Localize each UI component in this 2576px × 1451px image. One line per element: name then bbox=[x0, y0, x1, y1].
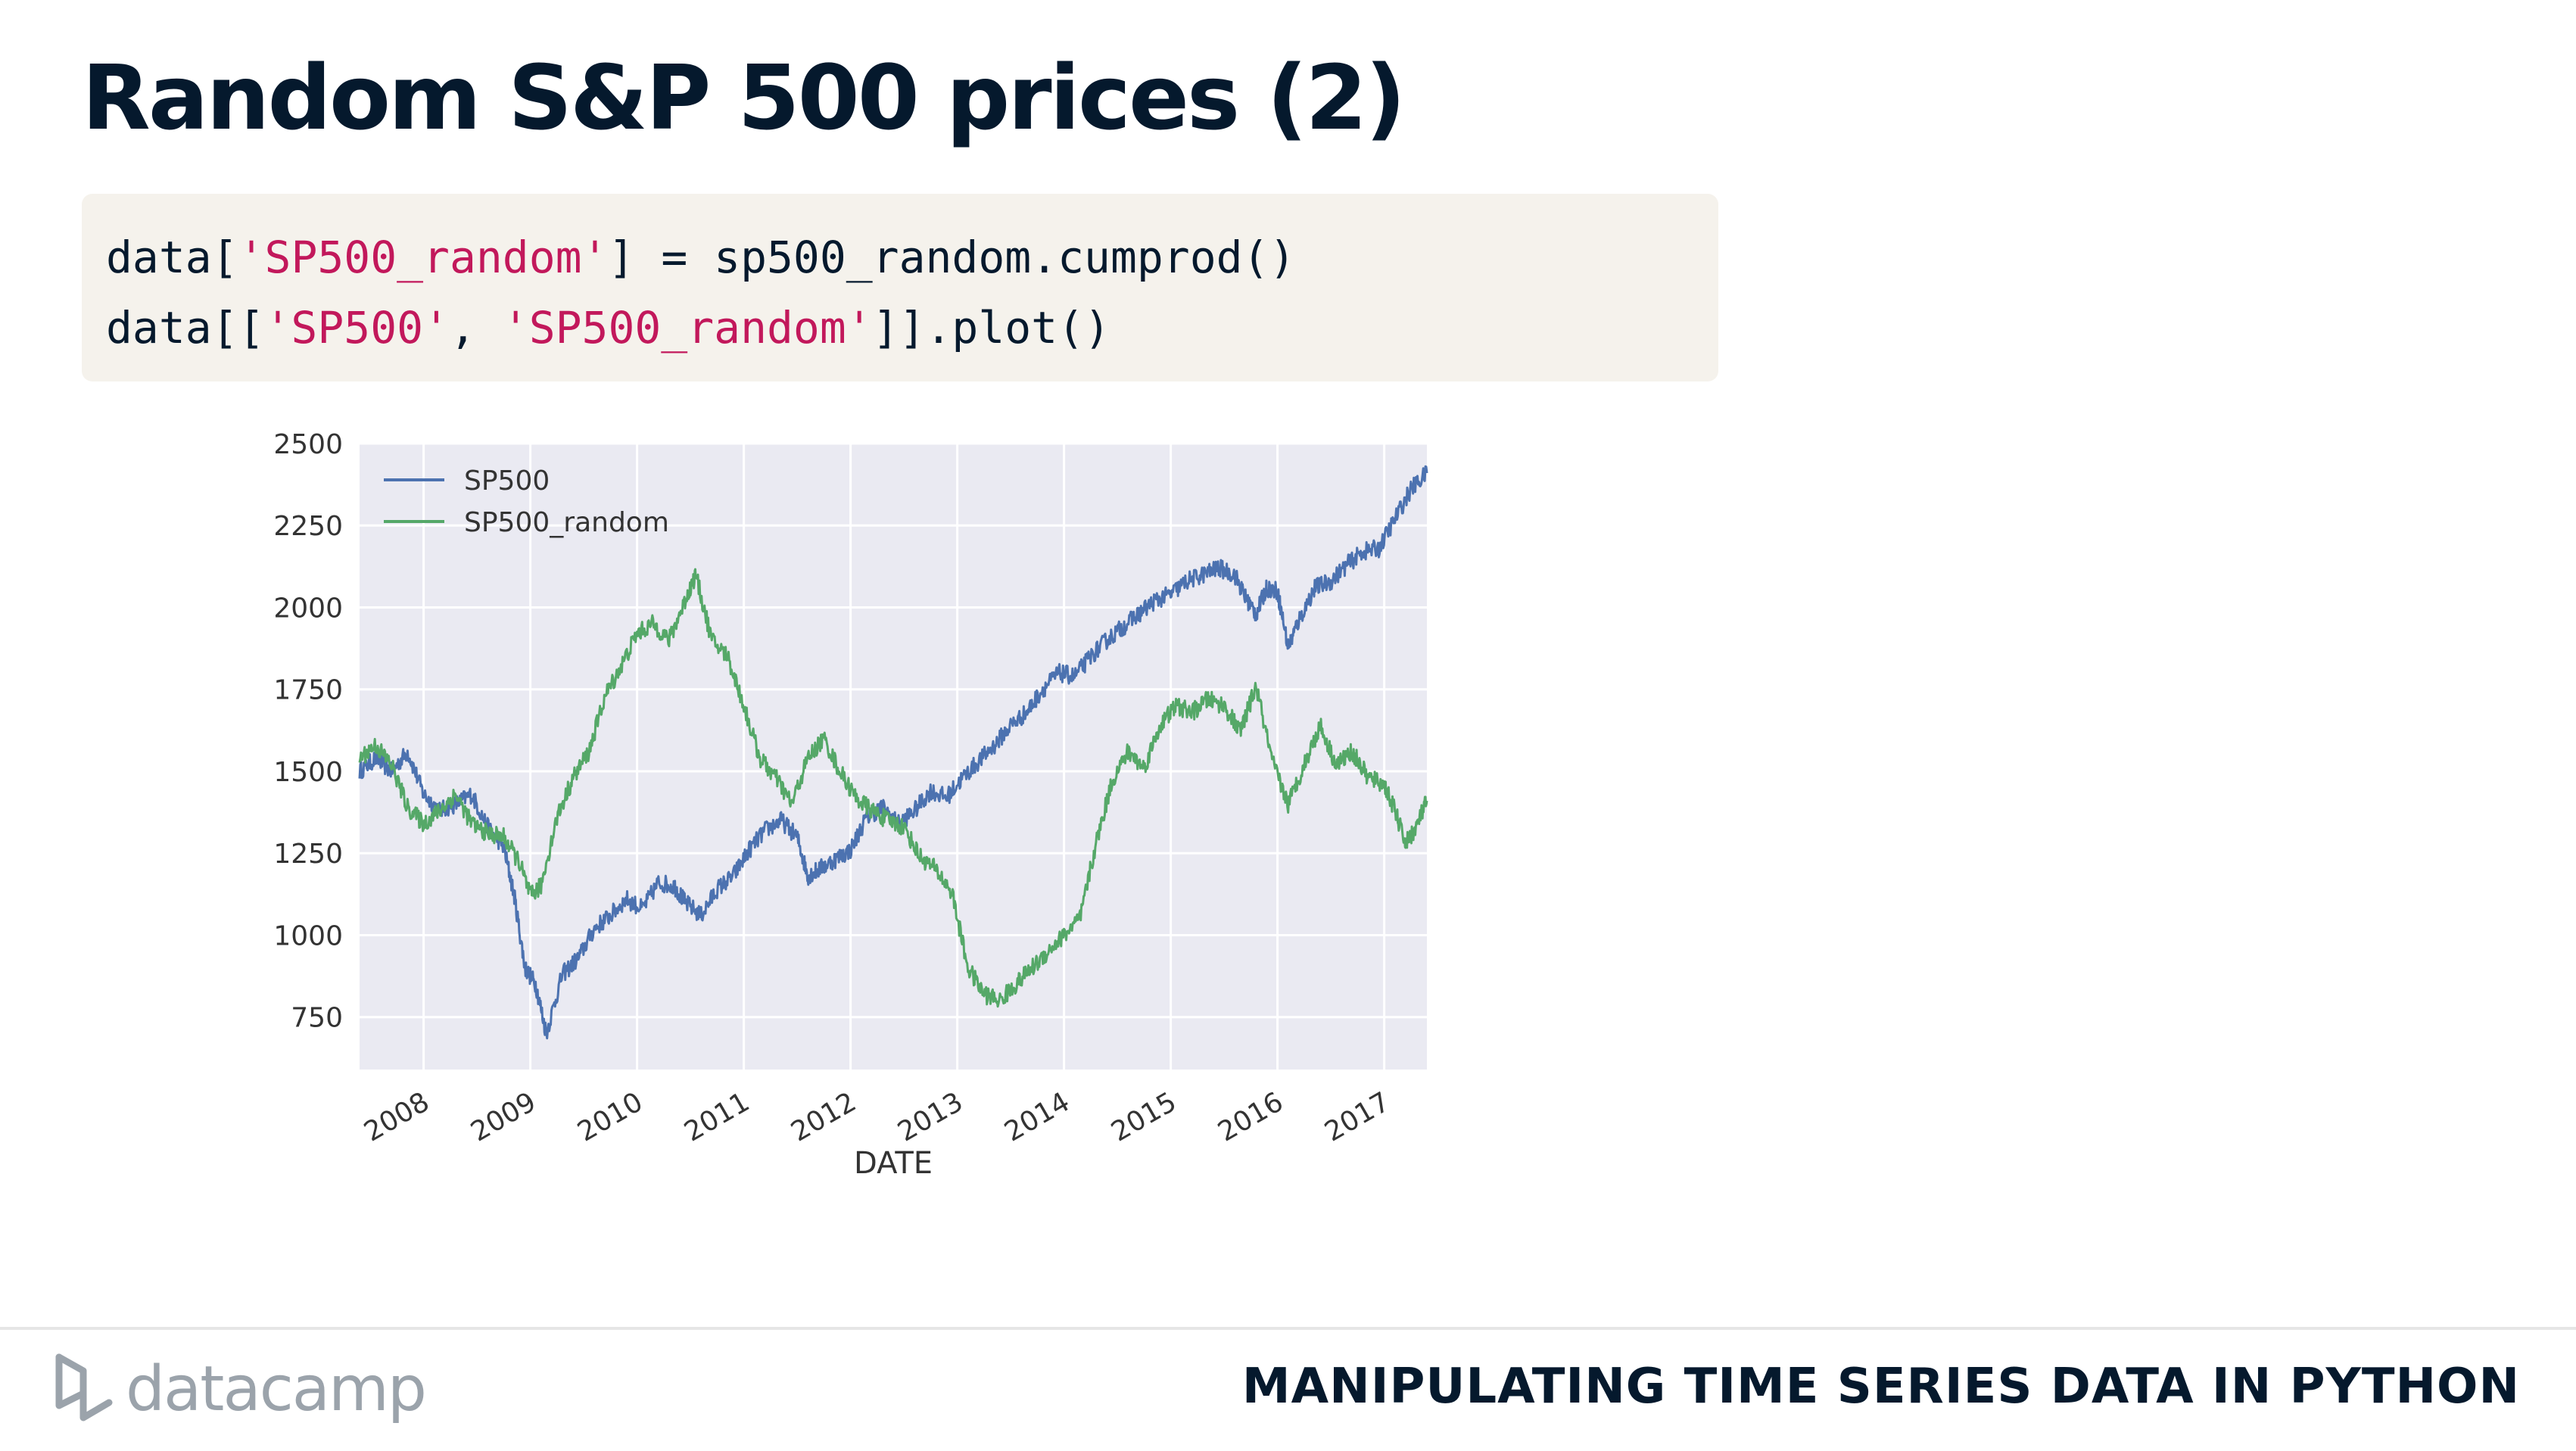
code-block: data['SP500_random'] = sp500_random.cump… bbox=[82, 194, 1718, 381]
datacamp-logo-icon bbox=[55, 1353, 113, 1421]
series-group bbox=[358, 465, 1428, 1040]
datacamp-logo: datacamp bbox=[53, 1347, 427, 1431]
code-text: data[ bbox=[106, 232, 238, 283]
line-chart: 750 1000 1250 1500 1750 2000 2250 2500 2008 2009… bbox=[273, 429, 1428, 1181]
y-axis: 750 1000 1250 1500 1750 2000 2250 2500 bbox=[273, 429, 343, 1034]
course-title: MANIPULATING TIME SERIES DATA IN PYTHON bbox=[1241, 1359, 2520, 1415]
code-string: 'SP500' bbox=[264, 302, 450, 353]
y-tick-label: 2000 bbox=[273, 593, 343, 624]
code-string: 'SP500_random' bbox=[238, 232, 609, 283]
code-line-2: data[['SP500', 'SP500_random']].plot() bbox=[106, 293, 1718, 363]
y-tick-label: 1250 bbox=[273, 839, 343, 870]
code-string: 'SP500_random' bbox=[502, 302, 873, 353]
brand-name: datacamp bbox=[126, 1353, 427, 1425]
code-text: , bbox=[449, 302, 503, 353]
x-tick-label: 2014 bbox=[999, 1086, 1075, 1147]
x-tick-label: 2010 bbox=[572, 1086, 648, 1147]
x-tick-label: 2017 bbox=[1319, 1086, 1395, 1147]
plot-area bbox=[360, 444, 1427, 1070]
code-text: ] = sp500_random.cumprod() bbox=[608, 232, 1296, 283]
page-title: Random S&P 500 prices (2) bbox=[82, 45, 1406, 150]
legend-label: SP500 bbox=[464, 466, 550, 497]
y-tick-label: 1750 bbox=[273, 675, 343, 706]
x-tick-label: 2012 bbox=[786, 1086, 861, 1147]
y-tick-label: 1500 bbox=[273, 757, 343, 788]
y-tick-label: 2250 bbox=[273, 511, 343, 542]
y-tick-label: 1000 bbox=[273, 920, 343, 951]
x-axis: 2008 2009 2010 2011 2012 2013 2014 2015 2016 2017 bbox=[359, 1086, 1395, 1147]
x-tick-label: 2009 bbox=[466, 1086, 541, 1147]
code-line-1: data['SP500_random'] = sp500_random.cump… bbox=[106, 223, 1718, 293]
x-tick-label: 2015 bbox=[1106, 1086, 1182, 1147]
code-text: ]].plot() bbox=[872, 302, 1110, 353]
y-tick-label: 750 bbox=[291, 1003, 343, 1034]
x-axis-label: DATE bbox=[854, 1146, 933, 1181]
x-tick-label: 2008 bbox=[359, 1086, 435, 1147]
legend: SP500 SP500_random bbox=[384, 466, 669, 538]
series-line-sp500-random bbox=[358, 568, 1428, 1008]
x-tick-label: 2011 bbox=[679, 1086, 755, 1147]
footer-divider bbox=[0, 1327, 2576, 1330]
legend-label: SP500_random bbox=[464, 507, 669, 538]
y-tick-label: 2500 bbox=[273, 429, 343, 460]
x-tick-label: 2016 bbox=[1213, 1086, 1288, 1147]
grid bbox=[360, 442, 1427, 1070]
code-text: data[[ bbox=[106, 302, 265, 353]
x-tick-label: 2013 bbox=[892, 1086, 968, 1147]
